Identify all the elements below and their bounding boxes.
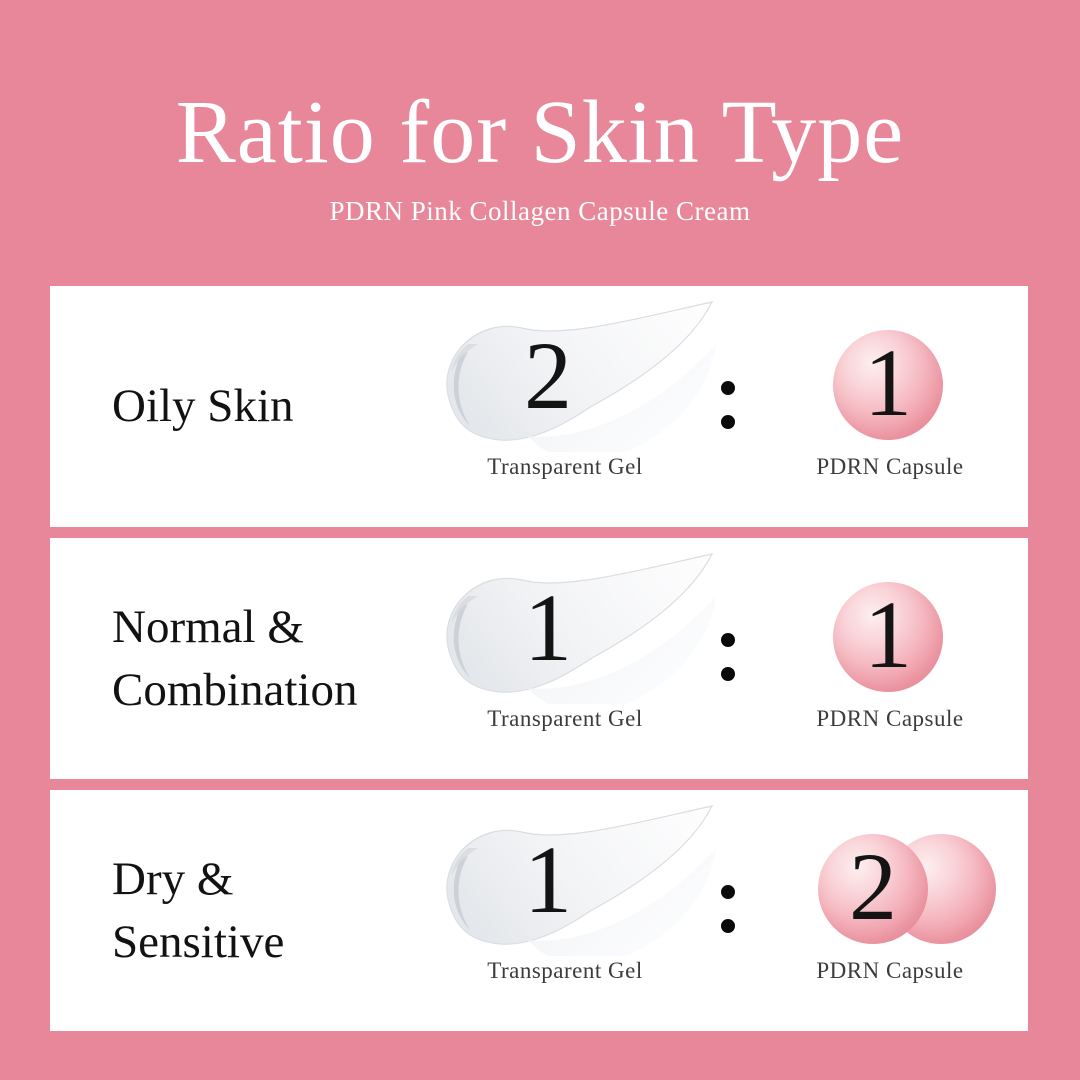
colon-dot — [721, 633, 735, 647]
gel-amount: 1 — [524, 574, 572, 681]
page-subtitle: PDRN Pink Collagen Capsule Cream — [329, 196, 751, 226]
skin-type-line: Oily Skin — [112, 380, 294, 433]
transparent-gel-illustration: 1 — [410, 552, 720, 704]
colon-dot — [721, 381, 735, 395]
ratio-colon — [721, 381, 735, 449]
skin-type-label: Normal & Combination — [112, 538, 357, 779]
capsule-caption: PDRN Capsule — [816, 958, 964, 983]
colon-dot — [721, 919, 735, 933]
skin-type-label: Dry & Sensitive — [112, 790, 284, 1031]
ratio-row-dry-sensitive: Dry & Sensitive 1 Transparent Gel 2 PDRN… — [50, 790, 1028, 1031]
transparent-gel-illustration: 1 — [410, 804, 720, 956]
colon-dot — [721, 885, 735, 899]
pdrn-capsule-illustration: 2 — [818, 833, 996, 944]
colon-dot — [721, 415, 735, 429]
pdrn-capsule-illustration: 1 — [833, 582, 943, 692]
ratio-row-normal-combination: Normal & Combination 1 Transparent Gel 1… — [50, 538, 1028, 779]
gel-amount: 2 — [524, 322, 572, 429]
ratio-colon — [721, 885, 735, 953]
gel-caption: Transparent Gel — [487, 958, 643, 983]
skin-type-line: Combination — [112, 663, 358, 716]
gel-caption: Transparent Gel — [487, 454, 643, 479]
capsule-amount: 1 — [864, 581, 912, 688]
ratio-colon — [721, 633, 735, 701]
capsule-sphere-icon — [833, 582, 943, 692]
skin-type-label: Oily Skin — [112, 286, 294, 527]
capsule-amount: 2 — [849, 833, 897, 940]
skin-type-line: Sensitive — [112, 915, 285, 968]
page-title: Ratio for Skin Type — [175, 83, 905, 182]
capsule-caption: PDRN Capsule — [816, 454, 964, 479]
skin-type-line: Normal & — [112, 600, 304, 653]
pdrn-capsule-illustration: 1 — [833, 330, 943, 440]
gel-caption: Transparent Gel — [487, 706, 643, 731]
skin-type-line: Dry & — [112, 852, 234, 905]
capsule-amount: 1 — [864, 329, 912, 436]
colon-dot — [721, 667, 735, 681]
capsule-sphere-icon — [833, 330, 943, 440]
gel-amount: 1 — [524, 826, 572, 933]
transparent-gel-illustration: 2 — [410, 300, 720, 452]
ratio-row-oily-skin: Oily Skin 2 Transparent Gel 1 PDRN Capsu… — [50, 286, 1028, 527]
capsule-caption: PDRN Capsule — [816, 706, 964, 731]
capsule-sphere-icon — [818, 834, 928, 944]
